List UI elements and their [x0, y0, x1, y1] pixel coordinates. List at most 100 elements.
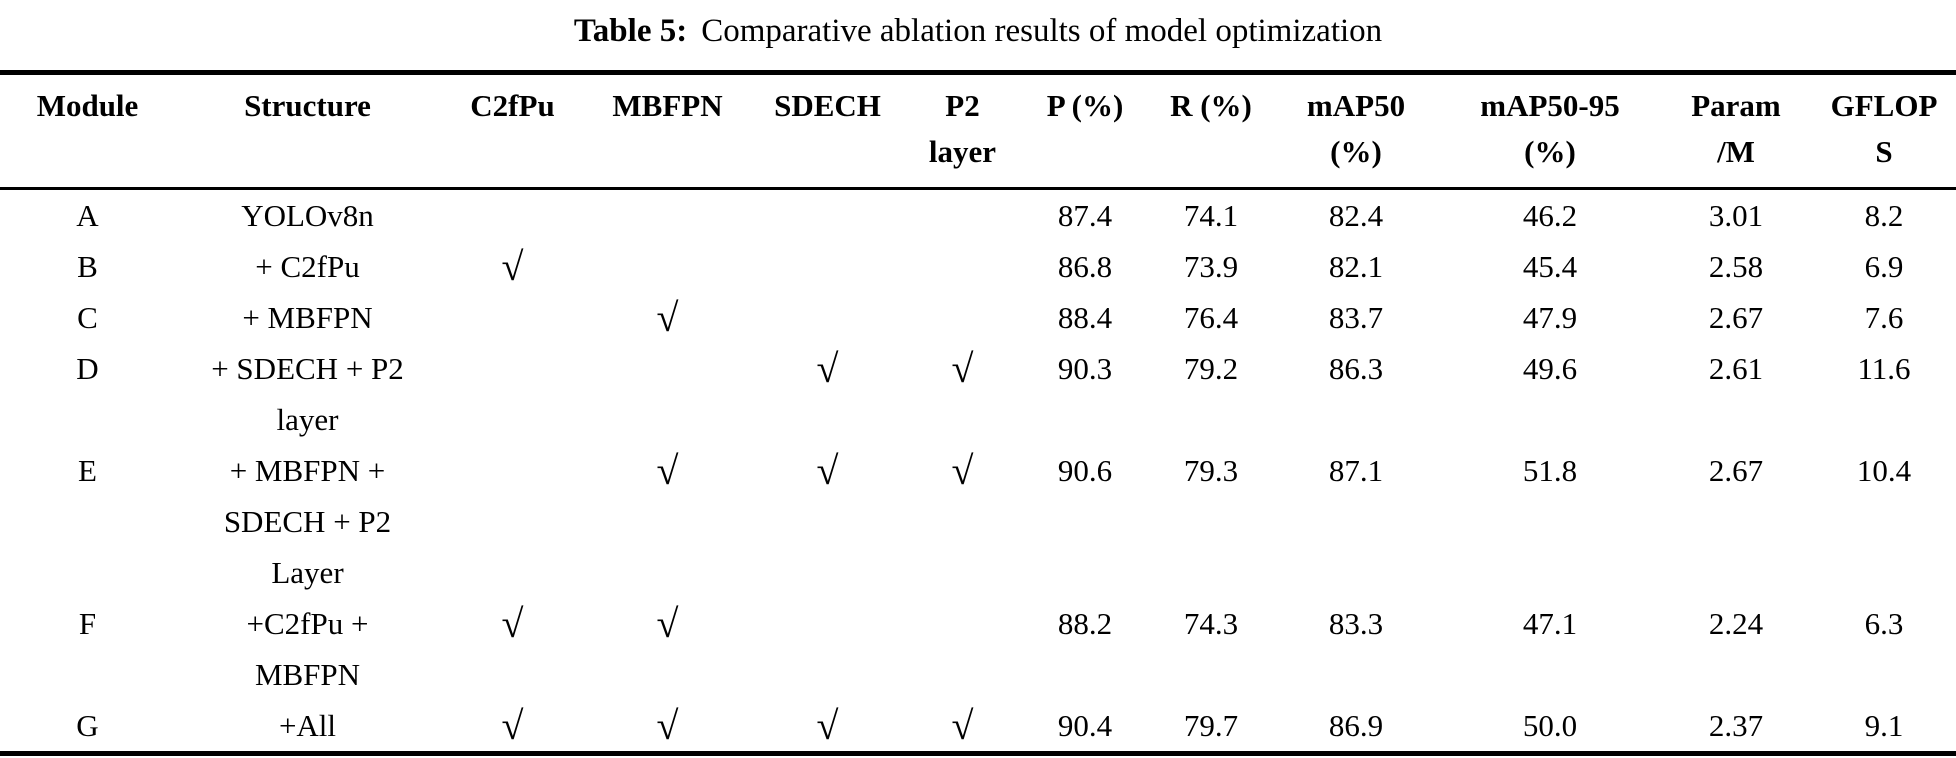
- cell-value-r-pct: 74.1: [1183, 198, 1239, 233]
- cell-value-r-pct: 73.9: [1183, 249, 1239, 284]
- cell-check-sdech: [750, 598, 905, 700]
- cell-value-p-pct: 90.3: [1057, 351, 1113, 386]
- cell-value-p-pct: 90.6: [1057, 453, 1113, 488]
- cell-check-p2-layer: [905, 292, 1020, 343]
- table-row-E: E + MBFPN + SDECH + P2 Layer √ √ √ 90.6 79.3 87.1…: [0, 445, 1956, 598]
- cell-value-param-m: 2.67: [1708, 300, 1764, 335]
- cell-check-mbfpn: √: [656, 703, 679, 748]
- cell-value-map50: 82.1: [1328, 249, 1384, 284]
- cell-value-map50-95: 46.2: [1522, 198, 1578, 233]
- cell-check-mbfpn: [585, 189, 750, 242]
- cell-value-map50-95: 47.9: [1522, 300, 1578, 335]
- cell-value-param-m: 2.37: [1708, 708, 1764, 743]
- cell-value-map50-95: 45.4: [1522, 249, 1578, 284]
- cell-check-c2fpu: √: [501, 601, 524, 646]
- table-caption-text: Comparative ablation results of model op…: [701, 13, 1383, 49]
- header-map50-95: mAP50-95 (%): [1440, 72, 1660, 190]
- cell-value-map50: 82.4: [1328, 198, 1384, 233]
- cell-check-c2fpu: [440, 445, 585, 598]
- cell-value-r-pct: 74.3: [1183, 606, 1239, 641]
- cell-value-p-pct: 88.4: [1057, 300, 1113, 335]
- cell-check-mbfpn: √: [656, 601, 679, 646]
- table-row-B: B + C2fPu √ 86.8 73.9 82.1 45.4 2.58 6.9: [0, 241, 1956, 292]
- header-p-pct: P (%): [1020, 72, 1150, 190]
- table-row-D: D + SDECH + P2 layer √ √ 90.3 79.2 86.3 49.6 2.61…: [0, 343, 1956, 445]
- cell-module: C: [77, 300, 98, 335]
- cell-value-param-m: 3.01: [1708, 198, 1764, 233]
- cell-check-p2-layer: √: [951, 346, 974, 391]
- table-row-A: A YOLOv8n 87.4 74.1 82.4 46.2 3.01 8.2: [0, 189, 1956, 242]
- cell-check-c2fpu: [440, 343, 585, 445]
- table-row-F: F +C2fPu + MBFPN √ √ 88.2 74.3 83.3 47.1 2.24 6.3: [0, 598, 1956, 700]
- cell-check-sdech: √: [816, 346, 839, 391]
- header-map50: mAP50 (%): [1272, 72, 1440, 190]
- cell-value-map50: 86.9: [1328, 708, 1384, 743]
- cell-value-param-m: 2.24: [1708, 606, 1764, 641]
- cell-check-mbfpn: √: [656, 295, 679, 340]
- table-header: Module Structure C2fPu MBFPN SDECH P2 layer P (…: [0, 72, 1956, 190]
- cell-value-gflops: 9.1: [1864, 708, 1904, 743]
- cell-value-map50: 83.3: [1328, 606, 1384, 641]
- cell-structure: + C2fPu: [255, 249, 360, 284]
- cell-value-param-m: 2.58: [1708, 249, 1764, 284]
- cell-check-p2-layer: √: [951, 448, 974, 493]
- cell-value-map50-95: 51.8: [1522, 453, 1578, 488]
- table-caption-label: Table 5:: [573, 13, 688, 49]
- cell-check-sdech: √: [816, 703, 839, 748]
- cell-value-map50: 87.1: [1328, 453, 1384, 488]
- header-module: Module: [0, 72, 175, 190]
- cell-value-r-pct: 76.4: [1183, 300, 1239, 335]
- cell-structure: +C2fPu + MBFPN: [246, 606, 369, 692]
- cell-check-mbfpn: √: [656, 448, 679, 493]
- table-row-G: G +All √ √ √ √ 90.4 79.7 86.9 50.0 2.37 9.1: [0, 700, 1956, 754]
- cell-value-p-pct: 87.4: [1057, 198, 1113, 233]
- cell-check-p2-layer: [905, 189, 1020, 242]
- cell-value-gflops: 7.6: [1864, 300, 1904, 335]
- ablation-table: Module Structure C2fPu MBFPN SDECH P2 layer P (…: [0, 70, 1956, 756]
- cell-value-map50: 83.7: [1328, 300, 1384, 335]
- cell-value-r-pct: 79.2: [1183, 351, 1239, 386]
- table-row-C: C + MBFPN √ 88.4 76.4 83.7 47.9 2.67 7.6: [0, 292, 1956, 343]
- cell-check-p2-layer: [905, 241, 1020, 292]
- cell-module: B: [77, 249, 98, 284]
- cell-structure: + MBFPN: [242, 300, 373, 335]
- cell-check-c2fpu: √: [501, 244, 524, 289]
- table-body: A YOLOv8n 87.4 74.1 82.4 46.2 3.01 8.2 B + C2fPu √…: [0, 189, 1956, 754]
- cell-check-c2fpu: √: [501, 703, 524, 748]
- cell-value-gflops: 8.2: [1864, 198, 1904, 233]
- cell-value-p-pct: 88.2: [1057, 606, 1113, 641]
- cell-value-p-pct: 86.8: [1057, 249, 1113, 284]
- cell-value-gflops: 10.4: [1856, 453, 1912, 488]
- cell-check-mbfpn: [585, 241, 750, 292]
- header-param-m: Param/M: [1660, 72, 1812, 190]
- cell-value-r-pct: 79.3: [1183, 453, 1239, 488]
- cell-module: A: [76, 198, 99, 233]
- header-p2-layer: P2 layer: [905, 72, 1020, 190]
- cell-value-map50-95: 47.1: [1522, 606, 1578, 641]
- cell-check-c2fpu: [440, 189, 585, 242]
- cell-value-gflops: 11.6: [1857, 351, 1911, 386]
- header-r-pct: R (%): [1150, 72, 1272, 190]
- header-c2fpu: C2fPu: [440, 72, 585, 190]
- cell-structure: +All: [278, 708, 337, 743]
- cell-value-gflops: 6.3: [1864, 606, 1904, 641]
- header-row: Module Structure C2fPu MBFPN SDECH P2 layer P (…: [0, 72, 1956, 190]
- cell-module: D: [76, 351, 99, 386]
- cell-check-p2-layer: [905, 598, 1020, 700]
- cell-check-sdech: [750, 292, 905, 343]
- cell-value-param-m: 2.61: [1708, 351, 1764, 386]
- header-structure: Structure: [175, 72, 440, 190]
- cell-module: F: [78, 606, 97, 641]
- cell-value-map50: 86.3: [1328, 351, 1384, 386]
- cell-structure: + MBFPN + SDECH + P2 Layer: [223, 453, 392, 590]
- cell-value-gflops: 6.9: [1864, 249, 1904, 284]
- cell-module: E: [78, 453, 97, 488]
- header-sdech: SDECH: [750, 72, 905, 190]
- cell-check-sdech: [750, 189, 905, 242]
- cell-check-p2-layer: √: [951, 703, 974, 748]
- cell-value-map50-95: 50.0: [1522, 708, 1578, 743]
- cell-value-r-pct: 79.7: [1183, 708, 1239, 743]
- cell-check-sdech: √: [816, 448, 839, 493]
- cell-check-mbfpn: [585, 343, 750, 445]
